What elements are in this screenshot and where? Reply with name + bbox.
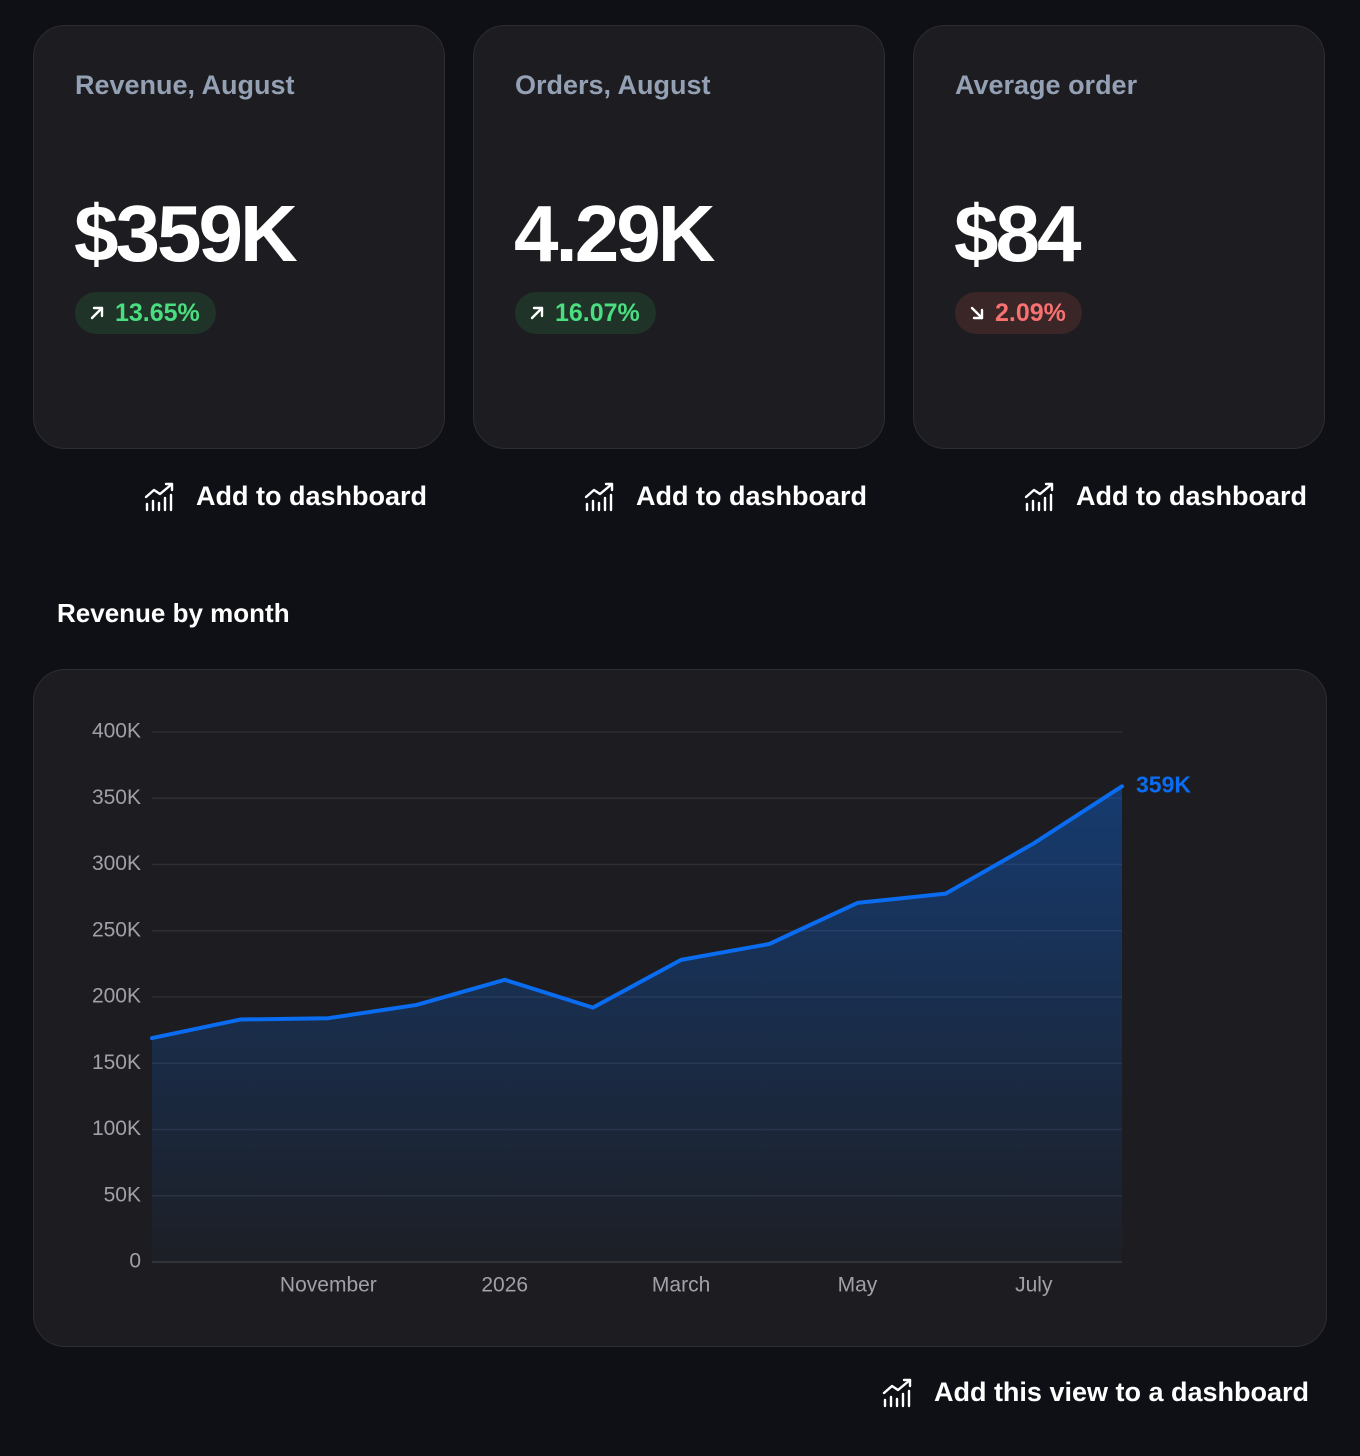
arrow-stroke bbox=[530, 306, 544, 320]
action-label: Add to dashboard bbox=[1076, 481, 1307, 511]
icon-arrowhead bbox=[164, 482, 174, 491]
area bbox=[152, 786, 1122, 1262]
card-value: $84 bbox=[954, 189, 1081, 278]
dashboard-icon bbox=[584, 482, 614, 511]
add-to-dashboard[interactable]: Add to dashboard bbox=[584, 481, 867, 512]
x-tick-label: November bbox=[280, 1274, 377, 1297]
y-tick-label: 300K bbox=[92, 852, 141, 875]
y-tick-label: 250K bbox=[92, 918, 141, 941]
x-tick-label: 2026 bbox=[481, 1274, 528, 1297]
icon-trend bbox=[1024, 482, 1054, 498]
change-value: 16.07% bbox=[555, 298, 640, 327]
y-tick-label: 400K bbox=[92, 720, 141, 743]
icon-arrowhead bbox=[1044, 482, 1054, 491]
y-tick-label: 100K bbox=[92, 1117, 141, 1140]
arrow-stroke bbox=[532, 306, 544, 318]
change-arrow bbox=[970, 306, 984, 320]
x-tick-label: May bbox=[838, 1274, 878, 1297]
icon-trend bbox=[882, 1378, 912, 1394]
change-value: 2.09% bbox=[995, 298, 1066, 327]
change-arrow bbox=[90, 306, 104, 320]
kpi-card: Orders, August 4.29K 16.07% bbox=[473, 25, 885, 449]
add-view-button[interactable]: Add this view to a dashboard bbox=[882, 1377, 1309, 1408]
change-badge: 2.09% bbox=[955, 292, 1082, 334]
dashboard-icon bbox=[882, 1378, 912, 1407]
action-label: Add to dashboard bbox=[636, 481, 867, 511]
arrow-stroke bbox=[972, 308, 984, 320]
y-tick-label: 350K bbox=[92, 786, 141, 809]
action-label: Add to dashboard bbox=[196, 481, 427, 511]
section-title: Revenue by month bbox=[57, 598, 290, 628]
card-title: Average order bbox=[955, 70, 1138, 100]
dashboard-icon bbox=[1024, 482, 1054, 511]
x-tick-label: March bbox=[652, 1274, 710, 1297]
y-tick-label: 50K bbox=[104, 1183, 141, 1206]
kpi-card: Average order $84 2.09% bbox=[913, 25, 1325, 449]
card-title: Orders, August bbox=[515, 70, 711, 100]
line bbox=[150, 784, 1124, 1041]
icon-trend bbox=[584, 482, 614, 498]
icon-arrowhead bbox=[604, 482, 614, 491]
arrow-stroke bbox=[970, 306, 984, 320]
add-to-dashboard[interactable]: Add to dashboard bbox=[1024, 481, 1307, 512]
y-tick-label: 0 bbox=[129, 1250, 141, 1273]
y-tick-label: 150K bbox=[92, 1051, 141, 1074]
icon-arrowhead bbox=[902, 1378, 912, 1387]
x-tick-label: July bbox=[1015, 1274, 1053, 1297]
add-to-dashboard[interactable]: Add to dashboard bbox=[144, 481, 427, 512]
change-arrow bbox=[530, 306, 544, 320]
dashboard-icon bbox=[144, 482, 174, 511]
y-tick-label: 200K bbox=[92, 985, 141, 1008]
arrow-stroke bbox=[90, 306, 104, 320]
icon-trend bbox=[144, 482, 174, 498]
card-title: Revenue, August bbox=[75, 70, 295, 100]
card-value: 4.29K bbox=[514, 189, 715, 278]
change-badge: 13.65% bbox=[75, 292, 216, 334]
arrow-stroke bbox=[92, 306, 104, 318]
card-value: $359K bbox=[74, 189, 298, 278]
action-label: Add this view to a dashboard bbox=[933, 1377, 1309, 1407]
chart: 0 50K 100K 150K 200K 250K 300K 350K 400K November… bbox=[92, 720, 1191, 1297]
kpi-card: Revenue, August $359K 13.65% bbox=[33, 25, 445, 449]
change-badge: 16.07% bbox=[515, 292, 656, 334]
value-label: 359K bbox=[1136, 771, 1191, 797]
change-value: 13.65% bbox=[115, 298, 200, 327]
